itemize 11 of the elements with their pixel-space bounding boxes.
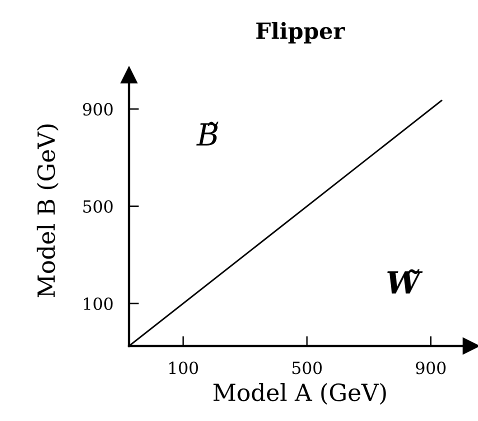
annotation: W̃	[387, 269, 423, 294]
x-tick-label: 500	[292, 362, 322, 374]
annotation: B̃	[196, 122, 218, 146]
y-tick-label: 100	[84, 297, 113, 310]
y-axis-title: Model B (GeV)	[36, 124, 58, 298]
x-tick-label: 100	[169, 362, 198, 374]
x-tick-label: 900	[416, 362, 446, 374]
y-tick-label: 500	[83, 200, 113, 213]
chart-title: Flipper	[256, 22, 346, 44]
x-axis-title: Model A (GeV)	[213, 382, 386, 405]
y-tick-label: 900	[82, 102, 113, 116]
